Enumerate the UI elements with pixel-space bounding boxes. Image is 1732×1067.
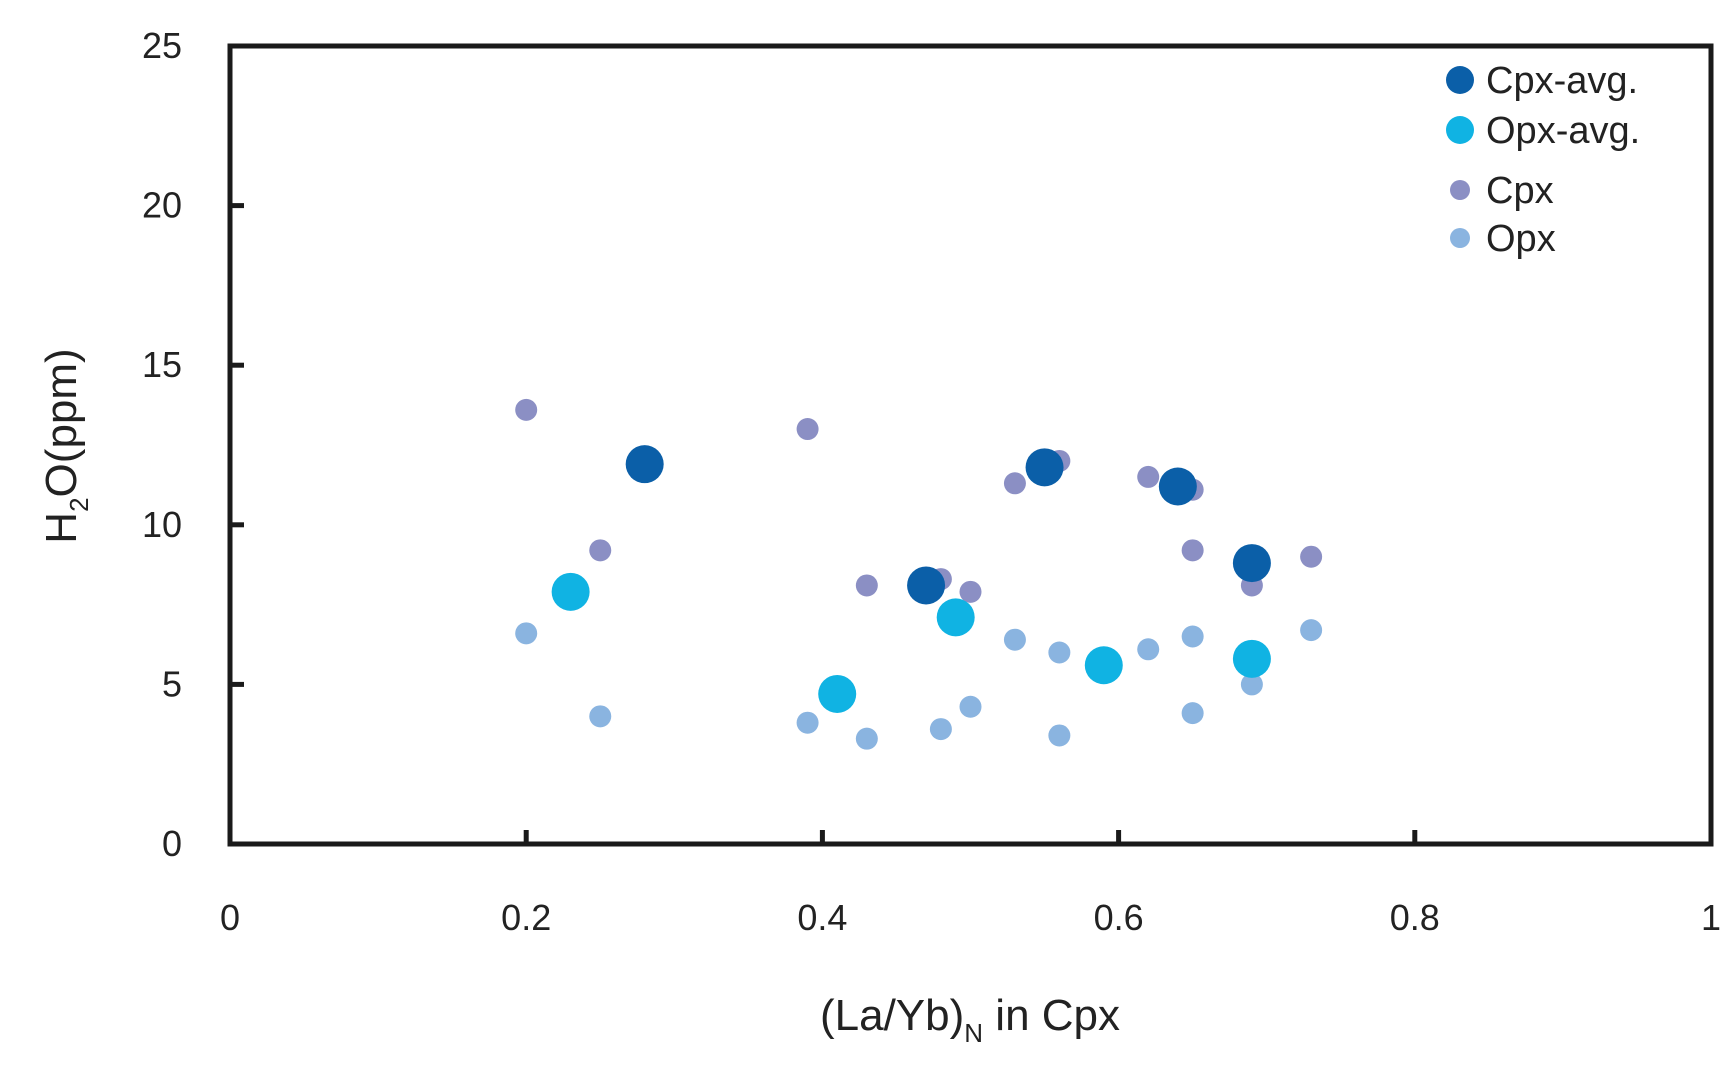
data-point-opx xyxy=(959,695,982,718)
x-tick-label: 0.4 xyxy=(797,897,847,938)
data-point-cpx xyxy=(1137,465,1160,488)
data-point-opx-avg xyxy=(1084,646,1123,685)
data-point-cpx xyxy=(959,580,982,603)
data-point-opx-avg xyxy=(818,674,857,713)
data-point-cpx xyxy=(515,398,538,421)
data-point-cpx-avg xyxy=(1025,448,1064,487)
legend-label: Opx-avg. xyxy=(1486,110,1640,152)
data-point-opx xyxy=(1003,628,1026,651)
data-points xyxy=(515,398,1323,750)
data-point-cpx-avg xyxy=(1232,544,1271,583)
data-point-opx-avg xyxy=(551,572,590,611)
data-point-opx xyxy=(515,622,538,645)
data-point-cpx xyxy=(589,539,612,562)
data-point-cpx-avg xyxy=(625,445,664,484)
legend-marker xyxy=(1446,116,1474,144)
x-axis-title: (La/Yb)N in Cpx xyxy=(820,991,1120,1048)
plot-area-frame xyxy=(227,43,1714,847)
data-point-cpx xyxy=(796,418,819,441)
y-axis-title: H2O(ppm) xyxy=(37,348,94,543)
legend: Cpx-avg. Opx-avg. Cpx Opx xyxy=(1446,60,1640,260)
data-point-opx xyxy=(855,727,878,750)
data-point-opx xyxy=(1181,702,1204,725)
data-point-opx xyxy=(1300,619,1323,642)
legend-marker xyxy=(1450,180,1470,200)
legend-marker xyxy=(1446,66,1474,94)
x-tick-label: 0 xyxy=(220,897,240,938)
data-point-cpx-avg xyxy=(1158,467,1197,506)
data-point-opx xyxy=(589,705,612,728)
data-point-opx xyxy=(1240,673,1263,696)
data-point-cpx-avg xyxy=(907,566,946,605)
y-tick-label: 0 xyxy=(162,823,182,864)
y-tick-label: 15 xyxy=(142,344,182,385)
data-point-opx xyxy=(1048,724,1071,747)
x-tick-label: 0.2 xyxy=(501,897,551,938)
x-tick-label: 0.8 xyxy=(1390,897,1440,938)
y-tick-label: 20 xyxy=(142,185,182,226)
x-axis-ticks: 0 0.2 0.4 0.6 0.8 1 xyxy=(220,830,1721,938)
data-point-opx xyxy=(796,711,819,734)
legend-marker xyxy=(1450,228,1470,248)
data-point-opx xyxy=(1137,638,1160,661)
data-point-cpx xyxy=(1300,545,1323,568)
data-point-opx xyxy=(1048,641,1071,664)
data-point-opx xyxy=(929,718,952,741)
data-point-cpx xyxy=(1181,539,1204,562)
legend-label: Opx xyxy=(1486,218,1556,260)
x-tick-label: 1 xyxy=(1701,897,1721,938)
data-point-opx xyxy=(1181,625,1204,648)
legend-label: Cpx xyxy=(1486,170,1554,212)
data-point-opx-avg xyxy=(1232,639,1271,678)
y-tick-label: 5 xyxy=(162,663,182,704)
legend-label: Cpx-avg. xyxy=(1486,60,1638,102)
data-point-cpx xyxy=(1003,472,1026,495)
y-axis-ticks: 0 5 10 15 20 25 xyxy=(142,25,244,864)
x-tick-label: 0.6 xyxy=(1094,897,1144,938)
data-point-cpx xyxy=(855,574,878,597)
y-tick-label: 10 xyxy=(142,504,182,545)
data-point-opx-avg xyxy=(936,598,975,637)
y-tick-label: 25 xyxy=(142,25,182,66)
